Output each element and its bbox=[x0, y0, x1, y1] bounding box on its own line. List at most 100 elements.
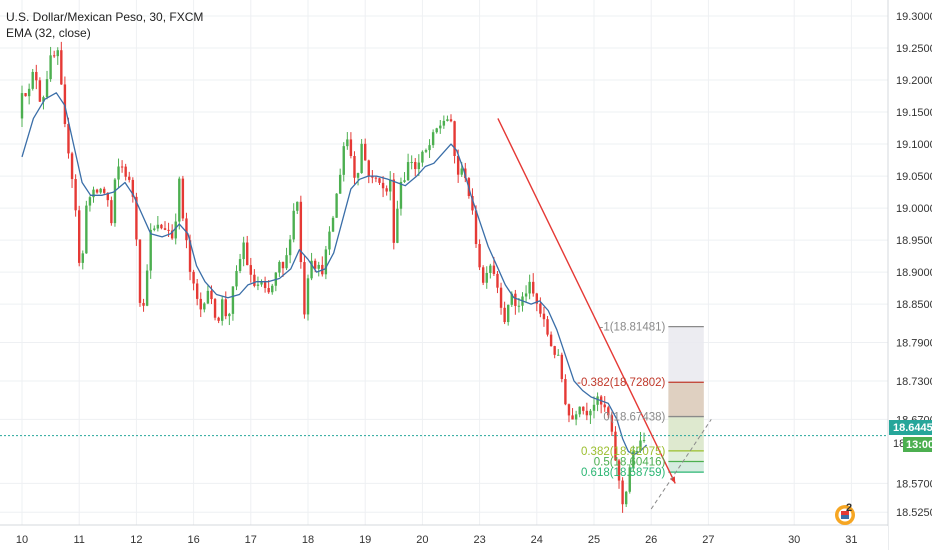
candle bbox=[410, 155, 413, 170]
y-tick-label: 19.10000 bbox=[896, 139, 932, 151]
candle bbox=[424, 148, 428, 154]
candle bbox=[574, 410, 578, 426]
candle bbox=[406, 153, 410, 181]
candle bbox=[489, 263, 492, 279]
x-tick-label: 25 bbox=[588, 534, 600, 546]
candle bbox=[621, 477, 624, 513]
candle bbox=[310, 252, 313, 281]
candle bbox=[145, 264, 149, 307]
candle bbox=[453, 120, 456, 164]
chart-title: U.S. Dollar/Mexican Peso, 30, FXCM bbox=[6, 10, 203, 24]
fib-zone bbox=[668, 326, 704, 383]
candle bbox=[278, 260, 281, 277]
candle bbox=[242, 236, 245, 267]
candle bbox=[263, 276, 267, 293]
candle bbox=[181, 175, 185, 222]
y-axis-panel[interactable] bbox=[889, 0, 932, 550]
candle bbox=[303, 255, 306, 319]
candle bbox=[142, 298, 145, 312]
candle bbox=[45, 70, 49, 100]
candle bbox=[417, 154, 421, 177]
y-tick-label: 19.30000 bbox=[896, 11, 932, 23]
projection-line[interactable] bbox=[650, 419, 712, 510]
candle bbox=[306, 274, 310, 321]
x-tick-label: 23 bbox=[473, 534, 485, 546]
candle bbox=[228, 312, 231, 326]
y-axis-ticks: 19.30000 19.25000 19.20000 19.15000 19.10000… bbox=[896, 11, 932, 519]
y-tick-label: 19.20000 bbox=[896, 75, 932, 87]
drawing-tools[interactable] bbox=[0, 118, 888, 510]
candle bbox=[138, 239, 142, 307]
candle bbox=[496, 271, 499, 294]
candle bbox=[446, 115, 449, 122]
candle bbox=[78, 205, 81, 267]
candle bbox=[542, 306, 546, 327]
candle bbox=[85, 200, 88, 254]
candle bbox=[120, 160, 124, 173]
x-tick-label: 27 bbox=[702, 534, 714, 546]
candle bbox=[128, 171, 131, 183]
candle bbox=[628, 464, 631, 494]
economic-calendar-icon[interactable]: 2 bbox=[835, 502, 855, 525]
candle bbox=[331, 215, 335, 233]
candle bbox=[260, 279, 263, 287]
candle bbox=[81, 250, 84, 270]
candle bbox=[582, 406, 585, 415]
candle bbox=[557, 349, 560, 356]
candle bbox=[617, 458, 621, 489]
current-price-tag bbox=[889, 420, 932, 435]
candle bbox=[35, 64, 38, 90]
candle bbox=[356, 172, 360, 186]
candle bbox=[38, 77, 42, 102]
candle bbox=[553, 345, 556, 359]
candle bbox=[392, 173, 395, 250]
y-tick-label: 18.57000 bbox=[896, 478, 932, 490]
candle bbox=[178, 176, 181, 230]
candle bbox=[435, 127, 438, 134]
candle bbox=[20, 85, 24, 127]
candle bbox=[213, 297, 217, 321]
candle bbox=[585, 402, 589, 421]
y-tick-label: 19.00000 bbox=[896, 203, 932, 215]
candle bbox=[106, 192, 109, 207]
candle bbox=[346, 132, 349, 150]
candle bbox=[299, 195, 303, 269]
candle bbox=[256, 276, 260, 291]
x-tick-label: 12 bbox=[130, 534, 142, 546]
candle bbox=[113, 177, 117, 227]
candle bbox=[317, 261, 320, 277]
x-axis-panel[interactable] bbox=[0, 526, 888, 550]
candle bbox=[27, 83, 31, 105]
candle bbox=[364, 138, 367, 161]
candle bbox=[156, 215, 160, 232]
candle bbox=[549, 331, 553, 347]
x-axis-ticks: 10 11 12 16 17 18 19 20 23 24 25 26 27 30 31 bbox=[16, 534, 858, 546]
fib-zone bbox=[668, 382, 704, 417]
candle bbox=[431, 129, 435, 148]
fib-labels: -1(18.81481) -0.382(18.72802) 0(18.67438) 0… bbox=[577, 322, 665, 479]
candle bbox=[249, 257, 252, 283]
candle bbox=[192, 269, 195, 291]
candle bbox=[478, 239, 481, 271]
x-tick-label: 30 bbox=[788, 534, 800, 546]
candle bbox=[624, 490, 628, 507]
candle bbox=[70, 151, 74, 188]
ema-series bbox=[21, 92, 648, 456]
x-tick-label: 18 bbox=[302, 534, 314, 546]
candle bbox=[532, 273, 535, 297]
candle bbox=[385, 185, 388, 196]
candle bbox=[224, 291, 227, 320]
x-tick-label: 10 bbox=[16, 534, 28, 546]
price-series bbox=[20, 41, 646, 513]
candle bbox=[49, 46, 52, 82]
candle bbox=[203, 302, 206, 313]
candle bbox=[253, 269, 256, 288]
countdown-tag bbox=[903, 437, 932, 452]
candle bbox=[499, 282, 503, 315]
candle bbox=[449, 114, 453, 123]
fib-zone bbox=[668, 416, 704, 451]
trendline[interactable] bbox=[497, 118, 676, 484]
candle bbox=[342, 142, 345, 182]
